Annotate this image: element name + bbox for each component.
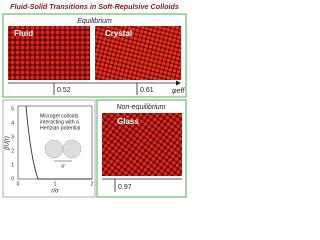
phi-label: 0.61 xyxy=(140,87,154,94)
panel-label: Fluid xyxy=(14,29,33,38)
x-tick-label: 1 xyxy=(54,181,57,187)
phi-label: 0.52 xyxy=(57,87,71,94)
x-tick-label: 0 xyxy=(17,181,20,187)
y-tick-label: 5 xyxy=(11,106,14,112)
non-equilibrium-label: Non-equilibrium xyxy=(116,104,165,111)
title: Fluid-Solid Transitions in Soft-Repulsiv… xyxy=(10,2,179,11)
microgel xyxy=(44,139,64,159)
panel-label: Crystal xyxy=(105,29,132,38)
plot: 0 1 2 3 4 5 0 1 2 r/σ βU(r) Microgel col… xyxy=(5,105,94,195)
y-tick-label: 3 xyxy=(11,134,14,140)
annotation: Microgel colloids xyxy=(40,113,79,119)
glass-image xyxy=(102,113,182,176)
fluid-image xyxy=(8,26,90,80)
y-tick-label: 4 xyxy=(11,120,14,126)
annotation: Hertzian potential xyxy=(40,125,80,131)
microgel xyxy=(62,139,82,159)
axis-label: φeff xyxy=(172,88,185,95)
panel-label: Glass xyxy=(117,117,139,126)
y-tick-label: 0 xyxy=(11,176,14,182)
y-tick-label: 2 xyxy=(11,148,14,154)
y-tick-label: 1 xyxy=(11,162,14,168)
figure: Fluid-Solid Transitions in Soft-Repulsiv… xyxy=(2,2,187,198)
axis-arrow xyxy=(176,80,181,86)
equilibrium-label: Equilibrium xyxy=(77,18,112,25)
phi-label: 0.97 xyxy=(118,184,132,191)
annotation: interacting with a xyxy=(40,119,79,125)
sigma-label: σ xyxy=(61,163,65,169)
y-axis-label: βU(r) xyxy=(5,136,11,151)
crystal-image xyxy=(95,26,181,80)
potential-curve xyxy=(25,105,92,180)
x-axis-label: r/σ xyxy=(51,189,59,195)
x-tick-label: 2 xyxy=(91,181,94,187)
